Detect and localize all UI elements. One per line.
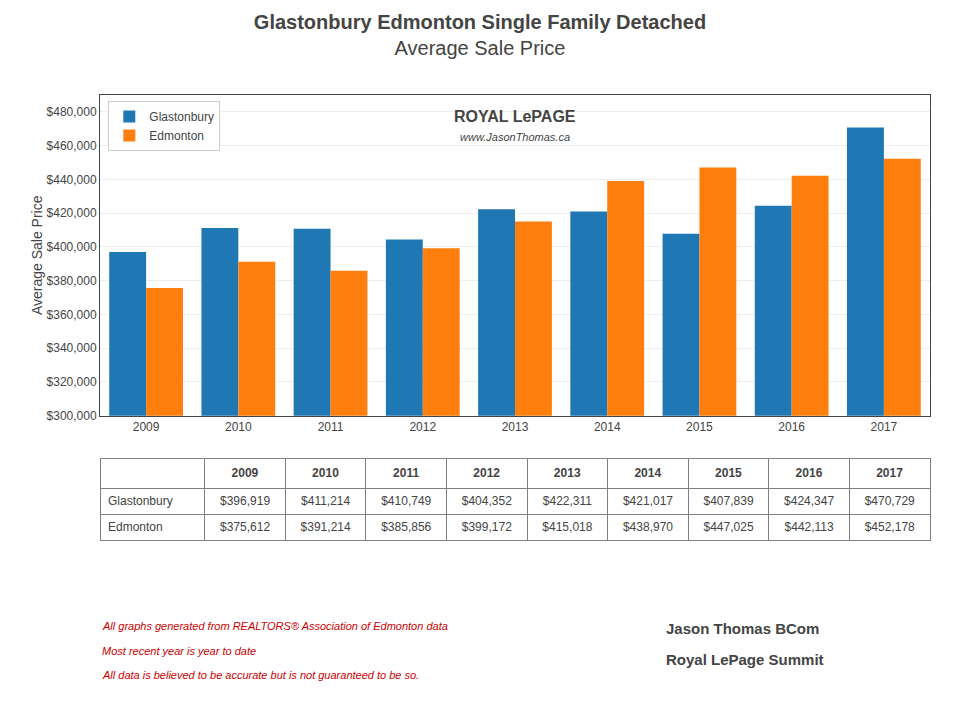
svg-text:$404,352: $404,352 — [462, 494, 512, 508]
svg-text:2009: 2009 — [232, 466, 259, 480]
svg-text:All data is believed to be acc: All data is believed to be accurate but … — [102, 669, 419, 681]
svg-text:2013: 2013 — [502, 420, 529, 434]
svg-text:$300,000: $300,000 — [47, 409, 97, 423]
svg-text:$340,000: $340,000 — [47, 341, 97, 355]
svg-text:$411,214: $411,214 — [301, 494, 350, 508]
svg-text:2016: 2016 — [778, 420, 805, 434]
svg-text:Most recent year is year to da: Most recent year is year to date — [102, 645, 256, 657]
svg-text:Glastonbury: Glastonbury — [108, 494, 173, 508]
svg-text:Jason Thomas BCom: Jason Thomas BCom — [666, 620, 819, 637]
svg-text:2014: 2014 — [634, 466, 661, 480]
svg-text:2012: 2012 — [473, 466, 500, 480]
svg-text:$442,113: $442,113 — [785, 520, 834, 534]
svg-text:All graphs generated from REAL: All graphs generated from REALTORS® Asso… — [102, 620, 448, 632]
svg-text:$421,017: $421,017 — [623, 494, 673, 508]
svg-text:2017: 2017 — [871, 420, 898, 434]
svg-text:$460,000: $460,000 — [47, 139, 97, 153]
svg-text:$399,172: $399,172 — [462, 520, 512, 534]
svg-text:$400,000: $400,000 — [47, 240, 97, 254]
svg-text:Glastonbury: Glastonbury — [149, 110, 214, 124]
svg-text:2014: 2014 — [594, 420, 621, 434]
svg-text:2015: 2015 — [686, 420, 713, 434]
svg-text:ROYAL LePAGE: ROYAL LePAGE — [454, 108, 576, 125]
svg-text:Edmonton: Edmonton — [149, 129, 204, 143]
svg-text:$470,729: $470,729 — [865, 494, 915, 508]
svg-text:Glastonbury Edmonton Single Fa: Glastonbury Edmonton Single Family Detac… — [254, 11, 706, 59]
svg-text:$375,612: $375,612 — [220, 520, 270, 534]
svg-text:2009: 2009 — [133, 420, 160, 434]
svg-text:$480,000: $480,000 — [47, 105, 97, 119]
svg-text:2013: 2013 — [554, 466, 581, 480]
svg-text:$438,970: $438,970 — [623, 520, 673, 534]
svg-text:$360,000: $360,000 — [47, 308, 97, 322]
svg-text:2017: 2017 — [876, 466, 903, 480]
svg-text:Edmonton: Edmonton — [108, 520, 163, 534]
svg-text:$320,000: $320,000 — [47, 375, 97, 389]
svg-text:Average Sale Price: Average Sale Price — [29, 195, 45, 315]
svg-text:$424,347: $424,347 — [784, 494, 834, 508]
svg-text:2011: 2011 — [393, 466, 419, 480]
svg-text:2011: 2011 — [318, 420, 344, 434]
svg-text:$410,749: $410,749 — [381, 494, 431, 508]
svg-text:2010: 2010 — [312, 466, 339, 480]
svg-text:2012: 2012 — [409, 420, 436, 434]
svg-text:$420,000: $420,000 — [47, 206, 97, 220]
svg-text:$440,000: $440,000 — [47, 173, 97, 187]
svg-text:www.JasonThomas.ca: www.JasonThomas.ca — [460, 131, 570, 143]
svg-text:2015: 2015 — [715, 466, 742, 480]
svg-text:Royal LePage Summit: Royal LePage Summit — [666, 651, 824, 668]
svg-text:$415,018: $415,018 — [542, 520, 592, 534]
svg-text:$380,000: $380,000 — [47, 274, 97, 288]
svg-text:$422,311: $422,311 — [543, 494, 592, 508]
svg-text:2016: 2016 — [796, 466, 823, 480]
svg-text:$407,839: $407,839 — [704, 494, 754, 508]
svg-text:$452,178: $452,178 — [865, 520, 915, 534]
svg-text:$396,919: $396,919 — [220, 494, 270, 508]
svg-text:$391,214: $391,214 — [301, 520, 351, 534]
svg-text:$447,025: $447,025 — [704, 520, 754, 534]
svg-text:$385,856: $385,856 — [381, 520, 431, 534]
svg-text:2010: 2010 — [225, 420, 252, 434]
